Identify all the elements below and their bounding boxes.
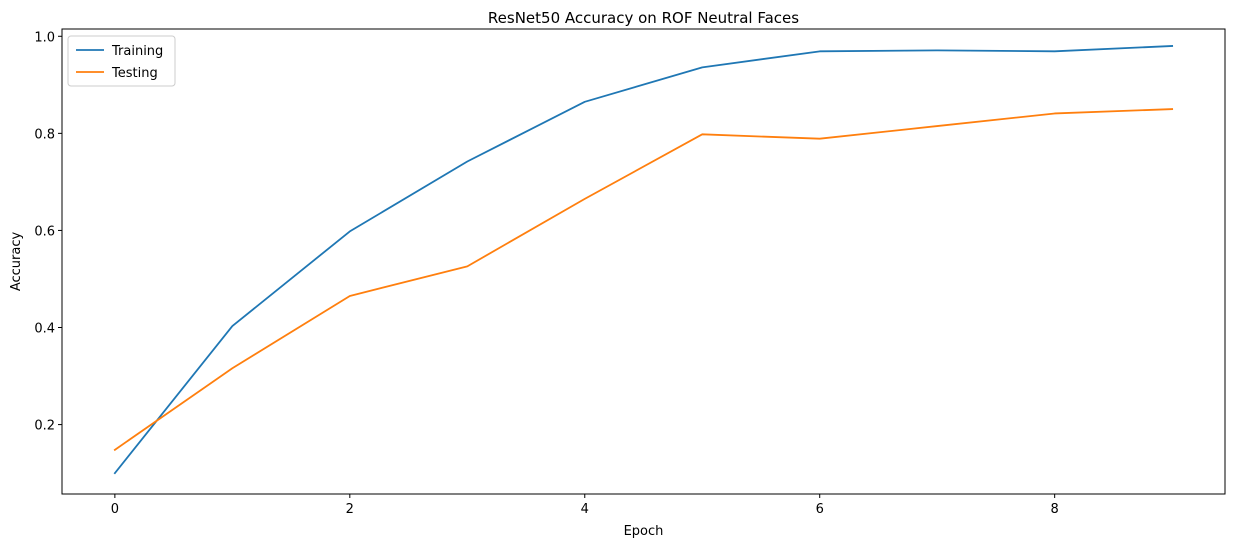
- y-tick-label: 0.2: [34, 419, 55, 434]
- legend-label-testing: Testing: [111, 66, 158, 81]
- legend-box: [67, 35, 176, 87]
- x-axis-label: Epoch: [624, 524, 664, 539]
- x-tick-label: 6: [816, 502, 824, 517]
- x-tick-label: 8: [1051, 502, 1059, 517]
- x-axis-ticks: 0 2 4 6 8: [111, 494, 1059, 517]
- y-tick-label: 0.4: [34, 322, 55, 337]
- y-tick-label: 0.6: [34, 224, 55, 239]
- chart-title: ResNet50 Accuracy on ROF Neutral Faces: [488, 9, 799, 27]
- series-line-training: [113, 45, 1174, 475]
- legend: Training Testing: [67, 35, 176, 87]
- y-tick-label: 1.0: [34, 30, 55, 45]
- legend-label-training: Training: [111, 44, 163, 59]
- y-tick-label: 0.8: [34, 127, 55, 142]
- series-layer: [113, 45, 1174, 475]
- x-tick-label: 0: [111, 502, 119, 517]
- x-tick-label: 2: [346, 502, 354, 517]
- y-axis-ticks: 0.2 0.4 0.6 0.8 1.0: [34, 30, 62, 434]
- series-line-testing: [113, 108, 1174, 452]
- y-axis-label: Accuracy: [9, 232, 24, 292]
- x-tick-label: 4: [581, 502, 589, 517]
- plot-frame: [61, 28, 1226, 495]
